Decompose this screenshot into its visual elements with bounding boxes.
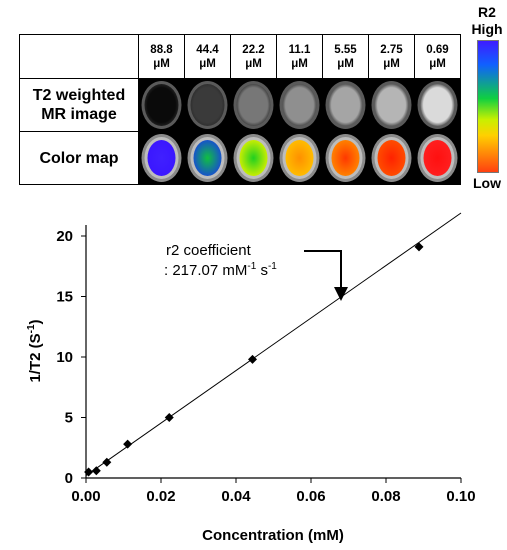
t2-image-cell — [230, 78, 277, 132]
y-tick-label: 5 — [65, 410, 73, 427]
color-scale-bar — [477, 40, 499, 173]
x-tick-label: 0.02 — [146, 488, 175, 505]
colormap-cell — [368, 131, 415, 185]
legend-low: Low — [473, 175, 501, 191]
t2-phantom-image — [415, 79, 460, 131]
y-tick-label: 15 — [56, 289, 73, 306]
colormap-cell — [414, 131, 461, 185]
mri-table: 88.8 μM 44.4 μM 22.2 μM 11.1 μM 5.55 μM 2.75 μ… — [19, 34, 461, 185]
annotation-title: r2 coefficient — [166, 242, 252, 259]
legend-high: High — [471, 21, 503, 37]
conc-header: 5.55 μM — [322, 34, 369, 79]
conc-header: 44.4 μM — [184, 34, 231, 79]
colormap-phantom-image — [139, 132, 184, 184]
conc-header: 22.2 μM — [230, 34, 277, 79]
t2-image-cell — [138, 78, 185, 132]
data-point — [123, 439, 133, 449]
t2-image-cell — [368, 78, 415, 132]
colormap-phantom-image — [185, 132, 230, 184]
colormap-cell — [138, 131, 185, 185]
x-axis-label: Concentration (mM) — [202, 527, 344, 544]
table-corner — [19, 34, 139, 79]
t2-phantom-image — [139, 79, 184, 131]
t2-phantom-image — [277, 79, 322, 131]
t2-image-cell — [276, 78, 323, 132]
y-tick-label: 10 — [56, 349, 73, 366]
data-point — [102, 457, 112, 467]
row-label-t2: T2 weighted MR image — [19, 78, 139, 132]
t2-image-cell — [184, 78, 231, 132]
annotation-value: : 217.07 mM-1 s-1 — [164, 261, 277, 279]
colormap-phantom-image — [415, 132, 460, 184]
legend-title: R2 — [478, 4, 496, 20]
t2-phantom-image — [231, 79, 276, 131]
t2-phantom-image — [185, 79, 230, 131]
colormap-phantom-image — [277, 132, 322, 184]
annotation-arrowhead — [334, 287, 348, 301]
annotation-arrow-line — [304, 250, 342, 294]
y-tick-label: 20 — [56, 228, 73, 245]
fit-line — [85, 212, 462, 476]
y-tick-label: 0 — [65, 470, 73, 487]
t2-phantom-image — [369, 79, 414, 131]
conc-header: 2.75 μM — [368, 34, 415, 79]
t2-phantom-image — [323, 79, 368, 131]
t2-image-cell — [322, 78, 369, 132]
r2-scatter-chart: 0.00 0.02 0.04 0.06 0.08 0.10 0 5 10 15 20 Concen… — [26, 212, 476, 544]
row-label-colormap: Color map — [19, 131, 139, 185]
x-tick-label: 0.10 — [446, 488, 475, 505]
t2-image-cell — [414, 78, 461, 132]
x-tick-label: 0.08 — [371, 488, 400, 505]
x-tick-label: 0.04 — [221, 488, 251, 505]
colormap-cell — [322, 131, 369, 185]
colormap-phantom-image — [369, 132, 414, 184]
conc-header: 88.8 μM — [138, 34, 185, 79]
colormap-cell — [276, 131, 323, 185]
colormap-cell — [230, 131, 277, 185]
colormap-cell — [184, 131, 231, 185]
data-point — [164, 413, 174, 422]
colormap-phantom-image — [231, 132, 276, 184]
data-point — [91, 466, 101, 476]
data-point — [84, 467, 94, 477]
colormap-phantom-image — [323, 132, 368, 184]
data-point — [248, 354, 257, 364]
conc-header: 0.69 μM — [414, 34, 461, 79]
r2-color-legend: R2 High Low — [466, 4, 507, 192]
y-axis-label: 1/T2 (S-1) — [26, 319, 44, 382]
x-tick-label: 0.06 — [296, 488, 325, 505]
data-point — [414, 242, 424, 252]
conc-header: 11.1 μM — [276, 34, 323, 79]
x-tick-label: 0.00 — [71, 488, 100, 505]
